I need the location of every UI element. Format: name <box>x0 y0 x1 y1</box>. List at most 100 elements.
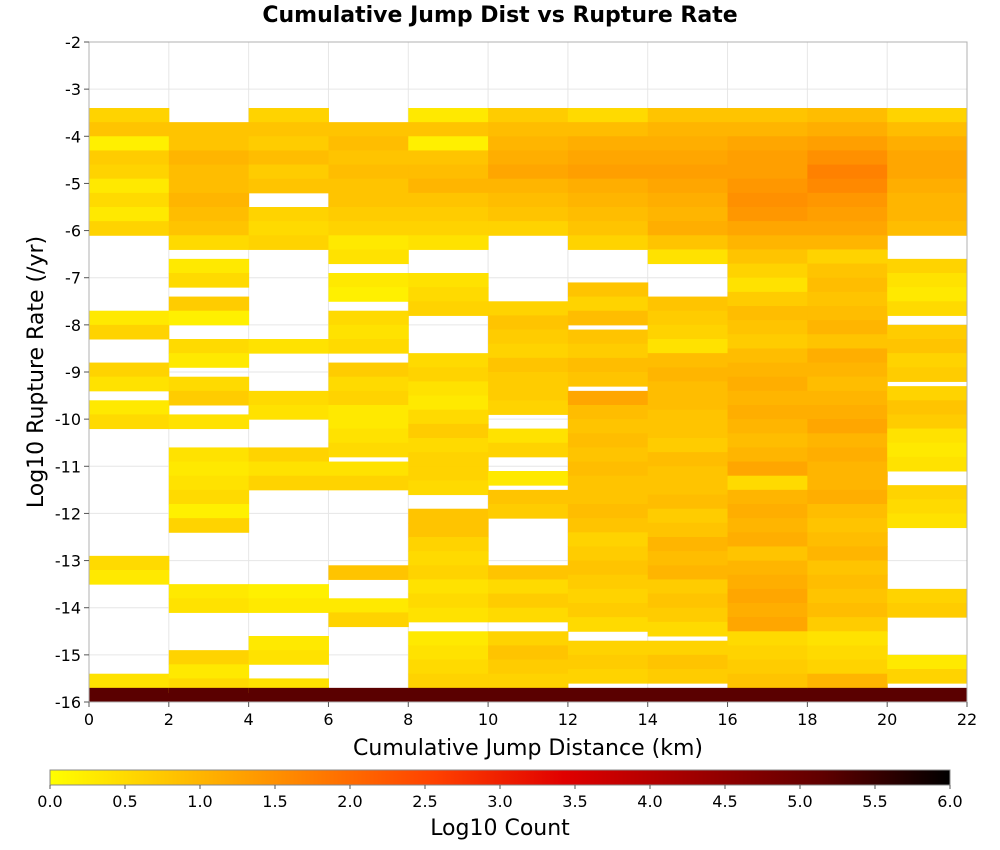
heatmap-cell <box>328 287 409 302</box>
heatmap-cell <box>408 631 489 646</box>
heatmap-cell <box>408 381 489 397</box>
heatmap-cell <box>807 617 888 632</box>
heatmap-cell <box>807 461 888 477</box>
heatmap-cell <box>328 164 409 180</box>
x-tick-label: 22 <box>957 710 977 729</box>
heatmap-cell <box>408 235 489 250</box>
heatmap-cell <box>248 447 329 463</box>
heatmap-cell <box>567 372 649 387</box>
heatmap-cell <box>567 357 649 373</box>
heatmap-cell <box>647 324 729 340</box>
heatmap-cell <box>727 447 808 463</box>
heatmap-cell <box>89 414 170 430</box>
heatmap-cell <box>807 673 888 689</box>
heatmap-cell <box>727 221 808 236</box>
heatmap-cell <box>168 414 250 430</box>
heatmap-cell <box>168 122 250 137</box>
heatmap-cell <box>408 673 489 689</box>
colorbar-tick-label: 3.0 <box>487 792 512 811</box>
heatmap-cell <box>488 471 569 486</box>
heatmap-cell <box>89 376 170 392</box>
heatmap-cell <box>89 108 170 123</box>
heatmap-cell <box>408 221 489 236</box>
y-tick-label: -14 <box>55 599 81 618</box>
heatmap-cell <box>727 419 808 434</box>
heatmap-cell <box>807 419 888 434</box>
heatmap-cell <box>727 192 808 208</box>
heatmap-cell <box>328 428 409 444</box>
heatmap-cell <box>168 273 250 288</box>
heatmap-cell <box>567 178 649 194</box>
heatmap-cell <box>488 504 569 519</box>
heatmap-cell <box>328 192 409 208</box>
heatmap-cell <box>567 640 649 656</box>
heatmap-cell <box>647 207 729 222</box>
heatmap-cell <box>807 631 888 646</box>
heatmap-cell <box>408 367 489 382</box>
heatmap-cell <box>647 687 729 703</box>
heatmap-cell <box>567 669 649 684</box>
heatmap-cell <box>567 433 649 448</box>
heatmap-cell <box>567 518 649 533</box>
heatmap-cell <box>727 362 808 378</box>
heatmap-cell <box>807 447 888 463</box>
heatmap-cell <box>248 636 329 651</box>
heatmap-cell <box>168 310 250 326</box>
heatmap-cell <box>647 353 729 368</box>
heatmap-cell <box>248 122 329 137</box>
heatmap-cell <box>807 574 888 590</box>
heatmap-cell <box>807 560 888 576</box>
heatmap-cell <box>647 381 729 397</box>
heatmap-cell <box>488 207 569 222</box>
heatmap-cell <box>727 306 808 321</box>
heatmap-cell <box>807 291 888 307</box>
heatmap-cell <box>328 273 409 288</box>
heatmap-cell <box>408 551 489 566</box>
heatmap-cell <box>168 296 250 312</box>
heatmap-cell <box>647 395 729 411</box>
heatmap-cell <box>727 659 808 675</box>
heatmap-cell <box>807 376 888 392</box>
heatmap-cell <box>727 405 808 420</box>
heatmap-cell <box>168 475 250 491</box>
x-tick-label: 12 <box>558 710 578 729</box>
heatmap-cell <box>887 164 968 180</box>
heatmap-cell <box>807 603 888 618</box>
heatmap-cell <box>408 466 489 481</box>
heatmap-cell <box>408 136 489 151</box>
heatmap-cell <box>488 673 569 689</box>
heatmap-cell <box>408 273 489 288</box>
heatmap-cell <box>647 522 729 538</box>
heatmap-cell <box>168 136 250 151</box>
heatmap-cell <box>887 122 968 137</box>
heatmap-cell <box>647 438 729 453</box>
heatmap-cell <box>727 334 808 349</box>
heatmap-cell <box>408 480 489 496</box>
heatmap-cell <box>168 461 250 477</box>
heatmap-cell <box>887 287 968 302</box>
heatmap-cell <box>727 631 808 646</box>
heatmap-cell <box>647 122 729 137</box>
heatmap-cell <box>807 489 888 505</box>
heatmap-cell <box>488 645 569 661</box>
heatmap-cell <box>647 669 729 684</box>
heatmap-cell <box>567 560 649 576</box>
heatmap-cell <box>328 221 409 236</box>
heatmap-cell <box>488 136 569 151</box>
heatmap-cell <box>567 221 649 236</box>
heatmap-cell <box>647 537 729 552</box>
heatmap-cell <box>887 669 968 684</box>
heatmap-cell <box>887 353 968 368</box>
heatmap-cell <box>887 258 968 274</box>
heatmap-cell <box>408 607 489 623</box>
heatmap-cell <box>408 438 489 453</box>
heatmap-cell <box>248 164 329 180</box>
heatmap-cell <box>567 405 649 420</box>
heatmap-cell <box>567 419 649 434</box>
heatmap-cell <box>727 504 808 519</box>
colorbar-gradient <box>49 769 951 786</box>
heatmap-cell <box>567 475 649 491</box>
heatmap-cell <box>488 489 569 505</box>
heatmap-cell <box>408 593 489 609</box>
y-tick-label: -10 <box>55 410 81 429</box>
